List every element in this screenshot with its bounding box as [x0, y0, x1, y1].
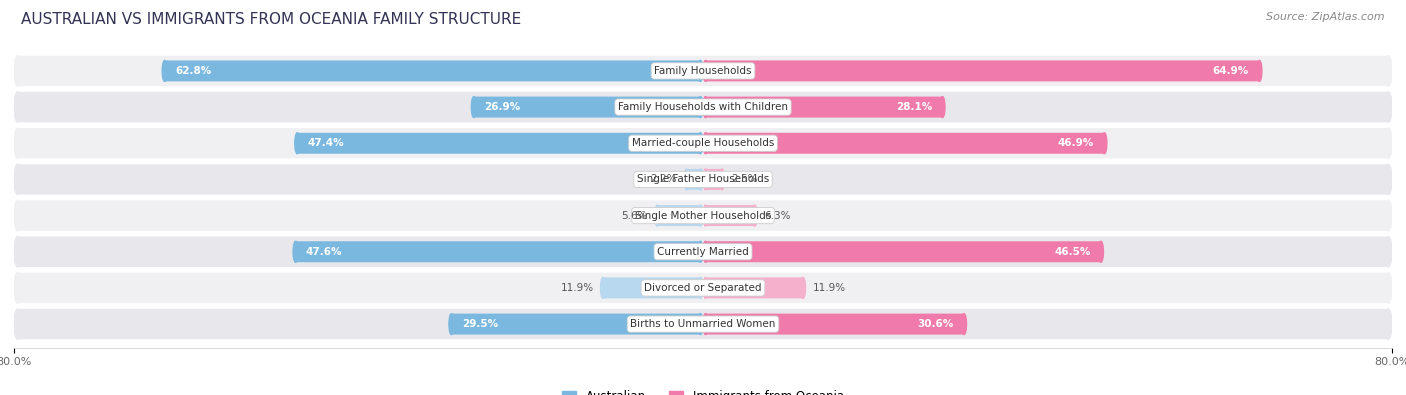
FancyBboxPatch shape [18, 56, 1388, 86]
Circle shape [1385, 56, 1392, 86]
Text: Single Father Households: Single Father Households [637, 175, 769, 184]
FancyBboxPatch shape [18, 237, 1388, 267]
Circle shape [1385, 164, 1392, 195]
Circle shape [697, 169, 703, 190]
Circle shape [962, 314, 966, 335]
Circle shape [800, 277, 806, 298]
Circle shape [14, 92, 21, 122]
FancyBboxPatch shape [474, 97, 700, 118]
Text: Single Mother Households: Single Mother Households [636, 211, 770, 220]
FancyBboxPatch shape [18, 92, 1388, 122]
Circle shape [720, 169, 724, 190]
Circle shape [703, 277, 709, 298]
Circle shape [703, 314, 709, 335]
FancyBboxPatch shape [297, 133, 700, 154]
Text: 64.9%: 64.9% [1213, 66, 1249, 76]
Circle shape [471, 97, 477, 118]
Circle shape [449, 314, 454, 335]
Text: 11.9%: 11.9% [561, 283, 593, 293]
FancyBboxPatch shape [165, 60, 700, 81]
Text: AUSTRALIAN VS IMMIGRANTS FROM OCEANIA FAMILY STRUCTURE: AUSTRALIAN VS IMMIGRANTS FROM OCEANIA FA… [21, 12, 522, 27]
Text: 28.1%: 28.1% [896, 102, 932, 112]
Legend: Australian, Immigrants from Oceania: Australian, Immigrants from Oceania [557, 385, 849, 395]
Circle shape [14, 164, 21, 195]
FancyBboxPatch shape [18, 164, 1388, 195]
Circle shape [655, 205, 659, 226]
Text: Married-couple Households: Married-couple Households [631, 138, 775, 148]
FancyBboxPatch shape [451, 314, 700, 335]
Circle shape [703, 133, 709, 154]
Circle shape [162, 60, 167, 81]
Circle shape [1385, 92, 1392, 122]
Text: Family Households with Children: Family Households with Children [619, 102, 787, 112]
Circle shape [941, 97, 945, 118]
Circle shape [295, 133, 299, 154]
Circle shape [703, 60, 709, 81]
Circle shape [703, 205, 709, 226]
FancyBboxPatch shape [706, 133, 1104, 154]
FancyBboxPatch shape [18, 128, 1388, 158]
Circle shape [14, 128, 21, 158]
Text: 5.6%: 5.6% [621, 211, 648, 220]
Circle shape [1385, 200, 1392, 231]
Circle shape [697, 205, 703, 226]
FancyBboxPatch shape [18, 200, 1388, 231]
Text: 2.2%: 2.2% [651, 175, 678, 184]
Circle shape [1102, 133, 1107, 154]
Circle shape [703, 97, 709, 118]
Text: Currently Married: Currently Married [657, 247, 749, 257]
Circle shape [1257, 60, 1263, 81]
Text: 30.6%: 30.6% [917, 319, 953, 329]
Text: Births to Unmarried Women: Births to Unmarried Women [630, 319, 776, 329]
Circle shape [14, 200, 21, 231]
Circle shape [703, 169, 709, 190]
Text: 47.6%: 47.6% [307, 247, 343, 257]
Text: 46.9%: 46.9% [1057, 138, 1094, 148]
Circle shape [697, 277, 703, 298]
Circle shape [697, 133, 703, 154]
FancyBboxPatch shape [18, 273, 1388, 303]
Circle shape [703, 241, 709, 262]
Text: 2.5%: 2.5% [731, 175, 758, 184]
Circle shape [1385, 273, 1392, 303]
Text: 47.4%: 47.4% [308, 138, 344, 148]
Circle shape [697, 314, 703, 335]
FancyBboxPatch shape [706, 60, 1260, 81]
FancyBboxPatch shape [657, 205, 700, 226]
Circle shape [1385, 128, 1392, 158]
Circle shape [697, 241, 703, 262]
Circle shape [752, 205, 758, 226]
Circle shape [697, 60, 703, 81]
FancyBboxPatch shape [706, 97, 942, 118]
FancyBboxPatch shape [686, 169, 700, 190]
FancyBboxPatch shape [603, 277, 700, 298]
Text: 26.9%: 26.9% [484, 102, 520, 112]
Circle shape [14, 237, 21, 267]
Circle shape [14, 309, 21, 339]
Circle shape [697, 97, 703, 118]
FancyBboxPatch shape [706, 169, 723, 190]
Circle shape [292, 241, 298, 262]
Text: 46.5%: 46.5% [1054, 247, 1091, 257]
Circle shape [14, 273, 21, 303]
FancyBboxPatch shape [706, 314, 965, 335]
Circle shape [1385, 309, 1392, 339]
Text: 62.8%: 62.8% [176, 66, 211, 76]
Circle shape [1385, 237, 1392, 267]
FancyBboxPatch shape [18, 309, 1388, 339]
Text: Family Households: Family Households [654, 66, 752, 76]
FancyBboxPatch shape [295, 241, 700, 262]
Circle shape [1098, 241, 1104, 262]
FancyBboxPatch shape [706, 277, 803, 298]
FancyBboxPatch shape [706, 241, 1101, 262]
FancyBboxPatch shape [706, 205, 755, 226]
Text: Divorced or Separated: Divorced or Separated [644, 283, 762, 293]
Text: 29.5%: 29.5% [461, 319, 498, 329]
Circle shape [14, 56, 21, 86]
Text: 11.9%: 11.9% [813, 283, 845, 293]
Text: 6.3%: 6.3% [763, 211, 790, 220]
Text: Source: ZipAtlas.com: Source: ZipAtlas.com [1267, 12, 1385, 22]
Circle shape [600, 277, 606, 298]
Circle shape [685, 169, 689, 190]
